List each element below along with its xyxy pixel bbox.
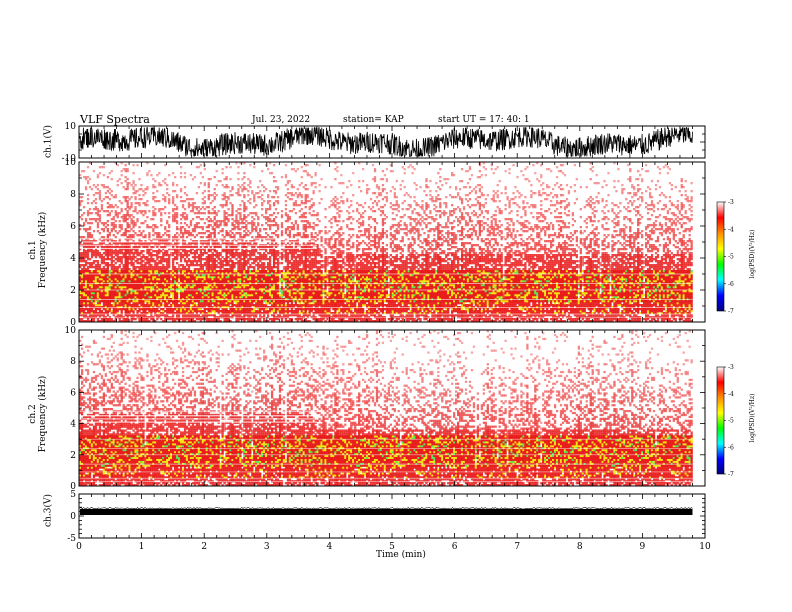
x-tick-label: 8 xyxy=(577,542,583,552)
colorbar-top: -3 -4 -5 -6 -7 xyxy=(717,199,734,315)
ch1-spectrogram-ytick-label: 4 xyxy=(70,254,76,264)
x-tick-label: 5 xyxy=(389,542,395,552)
colorbar-tick-label: -3 xyxy=(728,199,734,206)
ch2-spectrogram-ytick-label: 10 xyxy=(65,326,77,336)
x-tick-label: 1 xyxy=(139,542,145,552)
ch3-waveform-frame xyxy=(79,494,705,538)
ch3-waveform-ytick-label: -5 xyxy=(67,534,76,544)
ch1-waveform-ytick-label: 10 xyxy=(65,122,77,132)
x-tick-label: 3 xyxy=(264,542,270,552)
colorbar-tick-label: -4 xyxy=(728,391,734,398)
x-tick-label: 2 xyxy=(201,542,207,552)
vlf-spectra-figure: 10-100246810024681050-50 1 2 3 4 5 6 7 8 9 10-3-4-… xyxy=(0,0,792,612)
ch2-spectrogram-ytick-label: 6 xyxy=(70,388,76,398)
ch2-spectrogram-ytick-label: 2 xyxy=(70,451,76,461)
ch3-waveform-trace xyxy=(80,509,692,515)
colorbar-tick-label: -5 xyxy=(728,254,734,261)
colorbar-tick-label: -6 xyxy=(728,444,734,451)
colorbar-tick-label: -5 xyxy=(728,418,734,425)
x-tick-label: 10 xyxy=(699,542,711,552)
x-tick-label: 4 xyxy=(327,542,333,552)
colorbar-tick-label: -3 xyxy=(728,364,734,371)
ch2-spectrogram-ytick-label: 4 xyxy=(70,420,76,430)
ch1-waveform-trace xyxy=(79,128,692,157)
ch1-spectrogram xyxy=(79,162,693,322)
colorbar-bottom: -3 -4 -5 -6 -7 xyxy=(717,364,734,478)
ch2-spectrogram xyxy=(79,330,693,486)
ch1-spectrogram-ytick-label: 6 xyxy=(70,222,76,232)
colorbar-tick-label: -7 xyxy=(728,471,734,478)
ch1-spectrogram-ytick-label: 2 xyxy=(70,286,76,296)
x-tick-label: 0 xyxy=(76,542,82,552)
ch2-spectrogram-ytick-label: 8 xyxy=(70,357,76,367)
colorbar-tick-label: -7 xyxy=(728,308,734,315)
colorbar-tick-label: -4 xyxy=(728,226,734,233)
ch1-spectrogram-ytick-label: 10 xyxy=(65,158,77,168)
x-tick-label: 7 xyxy=(514,542,520,552)
x-tick-label: 6 xyxy=(452,542,458,552)
ch1-spectrogram-ytick-label: 8 xyxy=(70,190,76,200)
colorbar-tick-label: -6 xyxy=(728,281,734,288)
ch3-waveform-ytick-label: 5 xyxy=(70,490,76,500)
x-tick-label: 9 xyxy=(640,542,646,552)
ch3-waveform-ytick-label: 0 xyxy=(70,512,76,522)
